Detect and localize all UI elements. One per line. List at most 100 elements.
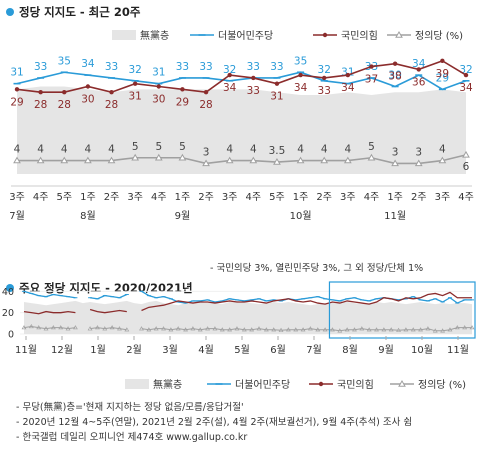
series-2: 29 28 28 30 28 31 30 29 28 34 33 31 34 33 34 37 38 36 39 34 — [10, 58, 473, 111]
legend-label-3: 정의당 (%) — [415, 30, 463, 42]
series-2-label-0: 29 — [10, 96, 23, 108]
legend2-label-1: 더불어민주당 — [235, 379, 290, 391]
legend2-label-0: 無黨층 — [153, 378, 182, 391]
series-3-label-10: 4 — [250, 144, 257, 156]
chart2-month-label-10: 9월 — [378, 344, 394, 356]
series-2-point-12 — [298, 72, 303, 78]
series-3-point-18 — [438, 156, 447, 164]
series-1-label-16: 30 — [388, 70, 401, 82]
legend-label-1: 더불어민주당 — [218, 30, 273, 42]
series-3-point-1 — [36, 156, 45, 164]
series-2-point-3 — [85, 84, 91, 89]
series-line-3 — [17, 154, 467, 165]
chart2-month-label-2: 1월 — [90, 344, 106, 356]
series-1-label-10: 33 — [247, 61, 260, 73]
series-2-point-10 — [251, 75, 256, 81]
week-label-14: 3주 — [340, 192, 356, 203]
chart2-line-3-seg-1 — [90, 327, 127, 331]
legend-label-2: 국민의힘 — [341, 30, 378, 42]
chart2-line-2-seg-2 — [141, 291, 472, 312]
series-2-label-9: 34 — [223, 82, 237, 94]
undecided-area — [17, 86, 466, 174]
week-label-7: 1주 — [175, 192, 191, 203]
series-3-point-13 — [320, 156, 329, 164]
series-3-label-0: 4 — [14, 144, 21, 156]
week-label-18: 3주 — [435, 192, 451, 203]
legend2-label-3: 정의당 (%) — [418, 379, 466, 391]
series-3-label-17: 3 — [415, 146, 422, 158]
chart1-recent-20-weeks: 無黨층 더불어민주당 국민의힘 정의당 (%)31 33 35 34 33 32 31 33 33 32… — [9, 29, 474, 222]
series-3-point-4 — [107, 156, 116, 164]
series-3-label-9: 4 — [226, 144, 233, 156]
series-1-label-18: 29 — [436, 72, 449, 84]
legend2-label-2: 국민의힘 — [337, 379, 374, 391]
series-3-point-15 — [367, 153, 376, 161]
series-2-label-17: 36 — [412, 76, 426, 88]
series-3-point-12 — [296, 156, 305, 164]
series-2-point-18 — [440, 58, 445, 64]
series-2-point-9 — [227, 72, 232, 78]
series-2-point-1 — [38, 90, 43, 95]
series-3-point-19 — [462, 150, 470, 158]
week-label-17: 2주 — [411, 192, 427, 203]
series-3-label-12: 4 — [297, 144, 304, 156]
series-1-label-2: 35 — [58, 55, 71, 67]
series-3-label-7: 5 — [179, 141, 186, 153]
series-1: 3133353433323133333233333532313330342932 — [10, 55, 473, 91]
title-dot-icon — [6, 8, 14, 16]
week-label-15: 4주 — [364, 192, 380, 203]
series-line-2 — [16, 59, 467, 94]
legend-marker-2 — [322, 32, 328, 38]
series-3-label-3: 4 — [85, 144, 92, 156]
chart2-legend: 無黨층 더불어민주당 국민의힘 정의당 (%) — [125, 378, 466, 391]
chart2-month-label-11: 10월 — [411, 344, 433, 356]
week-label-13: 2주 — [316, 192, 332, 203]
series-2-point-6 — [156, 84, 161, 89]
series-2-label-10: 33 — [247, 85, 260, 97]
chart1-title: 정당 지지도 - 최근 20주 — [19, 5, 141, 19]
series-1-label-6: 31 — [152, 67, 165, 79]
series-3-label-16: 3 — [392, 146, 399, 158]
series-2-label-1: 28 — [34, 99, 47, 111]
chart2-line-2-seg-0 — [23, 310, 76, 315]
series-3-label-2: 4 — [61, 144, 68, 156]
week-label-12: 1주 — [293, 192, 309, 203]
series-1-label-12: 35 — [294, 55, 307, 67]
series-1-label-9: 32 — [223, 64, 236, 76]
series-1-label-0: 31 — [10, 67, 23, 79]
week-label-0: 3주 — [9, 192, 25, 203]
chart2-line-3-seg-0 — [23, 326, 76, 330]
chart2-month-label-8: 7월 — [306, 344, 322, 356]
chart1-title-wrap: 정당 지지도 - 최근 20주 — [6, 4, 140, 20]
series-2-point-17 — [416, 67, 421, 72]
week-label-4: 2주 — [104, 192, 120, 203]
series-2-label-12: 34 — [294, 82, 308, 94]
series-3-point-16 — [391, 159, 399, 167]
legend-label-0: 無黨층 — [140, 29, 169, 42]
chart2-month-label-3: 2월 — [126, 344, 142, 356]
note-undecided: - 무당(無黨)층='현재 지지하는 정당 없음/모름/응답거절' — [16, 402, 244, 413]
series-2-label-11: 31 — [270, 91, 283, 103]
series-1-label-1: 33 — [34, 61, 47, 73]
week-label-19: 4주 — [458, 192, 474, 203]
series-2-label-13: 33 — [318, 85, 331, 97]
series-3-point-14 — [343, 156, 352, 164]
week-label-3: 1주 — [80, 192, 96, 203]
chart2-month-label-6: 5월 — [234, 344, 250, 356]
y-tick-20: 20 — [2, 308, 14, 319]
series-2-label-14: 34 — [341, 82, 355, 94]
series-3-label-18: 4 — [439, 144, 446, 156]
series-2-label-7: 29 — [176, 96, 189, 108]
series-2-label-15: 37 — [365, 74, 378, 86]
chart2-line-3-seg-2 — [141, 327, 472, 332]
chart2-month-label-12: 11월 — [447, 344, 469, 356]
series-1-label-5: 32 — [128, 64, 141, 76]
y-tick-40: 40 — [2, 287, 14, 298]
series-2-label-4: 28 — [105, 99, 118, 111]
series-3-label-4: 4 — [108, 144, 115, 156]
series-3-point-0 — [13, 156, 21, 164]
legend-swatch-undecided — [112, 30, 136, 40]
series-3: 4 4 4 4 4 5 5 5 3 4 4 3.5 4 4 4 5 3 3 4 6 — [13, 141, 470, 173]
chart2-highlight-box — [328, 281, 476, 339]
chart2-line-1-seg-1 — [90, 293, 128, 300]
